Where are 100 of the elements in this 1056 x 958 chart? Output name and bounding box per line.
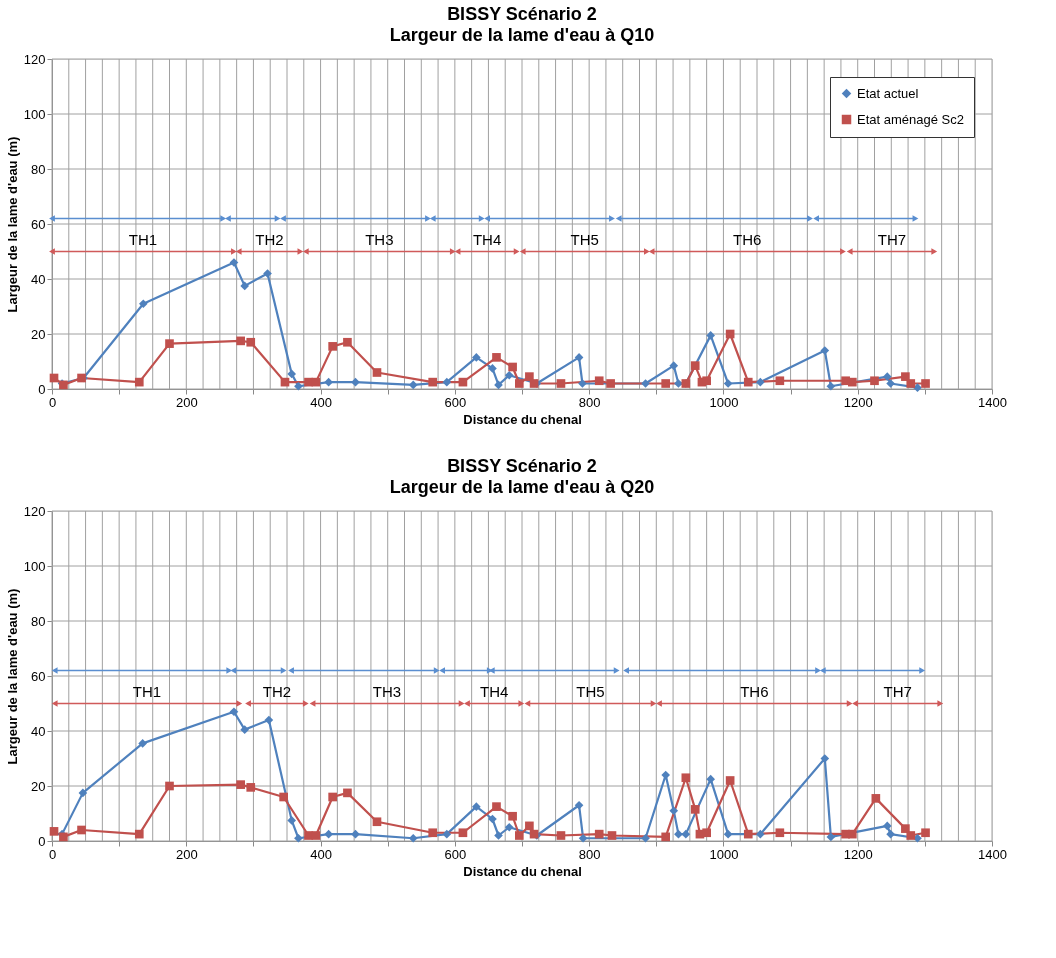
- point: [442, 829, 452, 839]
- point: [641, 833, 650, 843]
- x-tick-label: 800: [578, 846, 601, 862]
- y-axis-title: Largeur de la lame d'eau (m): [4, 136, 20, 313]
- y-tick-label: 20: [31, 326, 46, 342]
- x-tick-label: 0: [48, 394, 57, 410]
- point: [488, 364, 497, 373]
- annotation: TH6: [733, 230, 762, 248]
- point: [508, 362, 517, 372]
- x-tick-label: 200: [175, 394, 198, 410]
- point: [826, 381, 836, 391]
- point: [578, 379, 587, 388]
- point: [690, 361, 700, 370]
- point: [574, 353, 584, 362]
- point: [343, 788, 352, 798]
- point: [464, 700, 470, 707]
- point: [472, 802, 481, 811]
- point: [819, 667, 826, 674]
- point: [236, 700, 243, 707]
- point: [263, 269, 272, 278]
- chart-title: BISSY Scénario 2: [447, 4, 597, 24]
- y-tick-label: 120: [23, 503, 46, 519]
- point: [264, 715, 274, 725]
- point: [820, 754, 830, 763]
- y-tick-label: 60: [31, 668, 46, 684]
- point: [518, 700, 525, 707]
- point: [525, 372, 534, 381]
- point: [235, 248, 242, 255]
- point: [442, 377, 452, 387]
- x-tick-label: 800: [578, 394, 601, 410]
- point: [556, 831, 566, 840]
- x-axis-title: Distance du chenal: [463, 411, 582, 427]
- point: [514, 379, 524, 388]
- x-tick-label: 400: [310, 846, 332, 862]
- point: [723, 829, 733, 839]
- y-tick-label: 100: [23, 558, 46, 574]
- point: [220, 215, 227, 222]
- point: [743, 377, 753, 387]
- annotation: TH2: [262, 682, 292, 700]
- point: [77, 825, 86, 835]
- annotation: TH4: [479, 682, 509, 700]
- point: [882, 372, 892, 381]
- point: [51, 667, 58, 674]
- x-tick-label: 600: [444, 846, 467, 862]
- point: [870, 376, 879, 386]
- point: [324, 377, 333, 387]
- point: [229, 707, 239, 717]
- point: [846, 248, 853, 255]
- y-tick-label: 80: [31, 161, 46, 177]
- point: [702, 376, 711, 386]
- point: [514, 831, 524, 840]
- x-tick-label: 0: [48, 846, 57, 862]
- point: [165, 339, 174, 348]
- legend-label: Etat aménagé Sc2: [857, 111, 964, 127]
- point: [134, 377, 144, 387]
- point: [848, 829, 857, 839]
- point: [815, 667, 821, 674]
- point: [906, 379, 916, 388]
- annotation: TH6: [740, 682, 769, 700]
- point: [138, 739, 147, 748]
- point: [246, 337, 256, 347]
- point: [574, 800, 584, 810]
- point: [302, 248, 309, 255]
- point: [706, 774, 715, 784]
- point: [901, 372, 910, 381]
- point: [408, 833, 418, 843]
- x-tick-label: 1200: [843, 846, 873, 862]
- point: [886, 379, 895, 388]
- point: [594, 376, 604, 386]
- annotation: TH4: [472, 230, 502, 248]
- point: [669, 361, 679, 370]
- x-tick-label: 1000: [709, 846, 739, 862]
- point: [556, 379, 566, 388]
- point: [937, 700, 944, 707]
- point: [458, 828, 468, 838]
- point: [702, 828, 711, 838]
- x-tick-label: 1000: [709, 394, 739, 410]
- point: [921, 379, 930, 388]
- x-tick-label: 1200: [843, 394, 873, 410]
- point: [240, 725, 250, 734]
- point: [138, 299, 148, 309]
- point: [504, 370, 514, 380]
- annotation: TH3: [365, 230, 394, 248]
- point: [328, 342, 337, 351]
- point: [706, 331, 715, 340]
- point: [372, 817, 382, 827]
- point: [525, 821, 534, 831]
- point: [78, 788, 88, 798]
- y-tick-label: 40: [31, 271, 46, 287]
- point: [901, 824, 910, 833]
- point: [225, 215, 231, 222]
- point: [919, 667, 926, 674]
- point: [775, 828, 785, 838]
- x-axis-title: Distance du chenal: [463, 863, 582, 879]
- point: [279, 792, 288, 802]
- point: [913, 383, 922, 392]
- point: [408, 380, 418, 390]
- y-tick-label: 40: [31, 723, 46, 739]
- point: [725, 776, 735, 785]
- point: [913, 833, 922, 843]
